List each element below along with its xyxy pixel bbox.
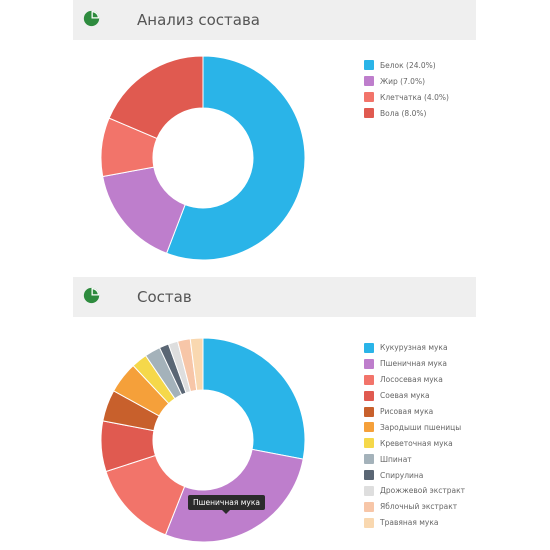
legend-label: Пшеничная мука	[380, 359, 447, 369]
legend-swatch	[364, 60, 374, 70]
legend-swatch	[364, 374, 374, 385]
legend-item[interactable]: Травяная мука	[364, 515, 465, 531]
legend-item[interactable]: Белок (24.0%)	[364, 57, 449, 73]
legend-item[interactable]: Яблочный экстракт	[364, 499, 465, 515]
legend-item[interactable]: Дрожжевой экстракт	[364, 483, 465, 499]
ingredients-legend: Кукурузная мука Пшеничная мука Лососевая м…	[364, 340, 465, 531]
legend-swatch	[364, 485, 374, 496]
ingredients-donut-chart	[100, 337, 306, 543]
legend-label: Жир (7.0%)	[380, 76, 426, 86]
legend-swatch	[364, 406, 374, 417]
legend-item[interactable]: Шпинат	[364, 451, 465, 467]
legend-item[interactable]: Креветочная мука	[364, 435, 465, 451]
legend-swatch	[364, 390, 374, 401]
legend-swatch	[364, 470, 374, 481]
composition-panel-header: Анализ состава	[73, 0, 476, 40]
panel-title: Состав	[137, 288, 192, 306]
legend-swatch	[364, 454, 374, 465]
legend-item[interactable]: Клетчатка (4.0%)	[364, 89, 449, 105]
composition-donut-chart	[100, 55, 306, 261]
panel-title: Анализ состава	[137, 11, 260, 29]
legend-item[interactable]: Спирулина	[364, 467, 465, 483]
legend-label: Рисовая мука	[380, 407, 434, 416]
legend-label: Зародыши пшеницы	[380, 422, 462, 432]
legend-item[interactable]: Кукурузная мука	[364, 340, 465, 356]
legend-label: Соевая мука	[380, 391, 430, 401]
legend-item[interactable]: Жир (7.0%)	[364, 73, 449, 89]
legend-item[interactable]: Вола (8.0%)	[364, 105, 449, 121]
legend-item[interactable]: Рисовая мука	[364, 404, 465, 420]
legend-swatch	[364, 76, 374, 86]
legend-item[interactable]: Пшеничная мука	[364, 356, 465, 372]
legend-swatch	[364, 358, 374, 369]
legend-label: Дрожжевой экстракт	[380, 486, 465, 496]
legend-label: Спирулина	[380, 470, 424, 480]
legend-item[interactable]: Зародыши пшеницы	[364, 419, 465, 435]
legend-swatch	[364, 438, 374, 449]
legend-swatch	[364, 92, 374, 102]
legend-swatch	[364, 517, 374, 528]
donut-slice[interactable]	[202, 337, 306, 460]
legend-label: Травяная мука	[380, 518, 439, 528]
legend-label: Белок (24.0%)	[380, 60, 436, 70]
pie-chart-icon	[83, 287, 100, 304]
legend-label: Яблочный экстракт	[380, 502, 458, 512]
legend-swatch	[364, 108, 374, 118]
legend-label: Шпинат	[380, 454, 412, 464]
legend-swatch	[364, 501, 374, 512]
donut-slice[interactable]	[165, 55, 306, 261]
legend-label: Клетчатка (4.0%)	[380, 92, 449, 102]
legend-label: Лососевая мука	[380, 375, 443, 385]
pie-chart-icon	[83, 10, 100, 27]
legend-label: Кукурузная мука	[380, 343, 448, 353]
chart-tooltip: Пшеничная мука	[188, 495, 265, 514]
legend-item[interactable]: Соевая мука	[364, 388, 465, 404]
legend-label: Креветочная мука	[380, 438, 453, 448]
legend-swatch	[364, 422, 374, 433]
legend-label: Вола (8.0%)	[380, 108, 427, 118]
donut-slice[interactable]	[189, 337, 204, 391]
legend-item[interactable]: Лососевая мука	[364, 372, 465, 388]
ingredients-panel-header: Состав	[73, 277, 476, 317]
donut-slice[interactable]	[108, 55, 204, 140]
legend-swatch	[364, 342, 374, 353]
composition-legend: Белок (24.0%) Жир (7.0%) Клетчатка (4.0%) В…	[364, 57, 449, 121]
